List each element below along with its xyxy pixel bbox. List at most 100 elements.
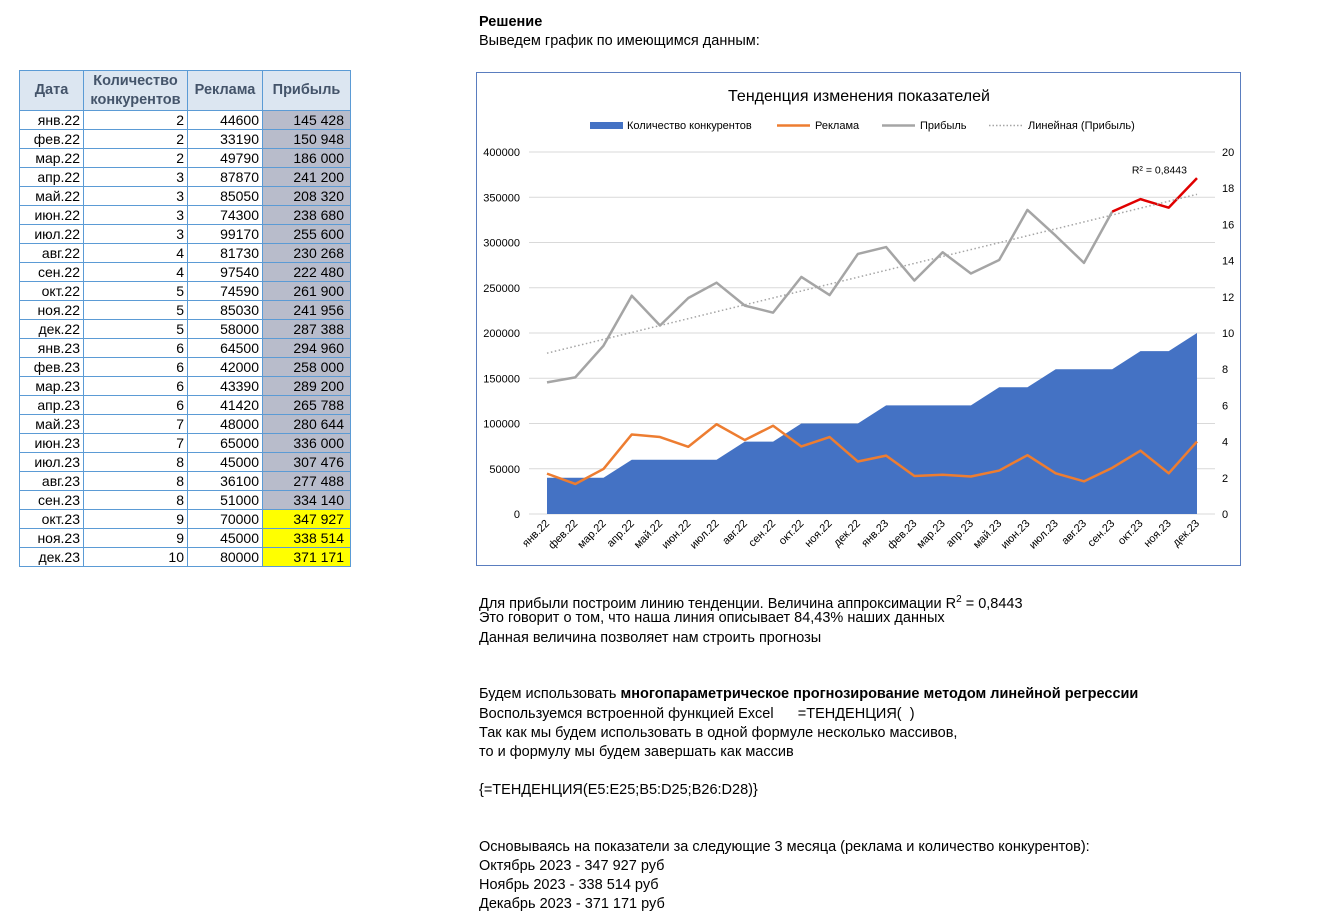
- row-competitors: 6: [83, 338, 188, 358]
- table-row: июл.23 8 45000 307 476: [19, 452, 351, 472]
- row-date: июл.23: [19, 452, 84, 472]
- data-table: Дата Количество конкурентов Реклама Приб…: [19, 70, 351, 567]
- y-right-tick: 8: [1222, 364, 1228, 376]
- row-date: июн.23: [19, 433, 84, 453]
- table-row: авг.22 4 81730 230 268: [19, 243, 351, 263]
- row-advertising: 97540: [187, 262, 263, 282]
- y-right-tick: 10: [1222, 328, 1234, 340]
- row-competitors: 4: [83, 243, 188, 263]
- row-competitors: 7: [83, 433, 188, 453]
- y-right-tick: 2: [1222, 473, 1228, 485]
- row-advertising: 74300: [187, 205, 263, 225]
- x-tick: апр.22: [605, 518, 637, 550]
- analysis-line-1-text: Для прибыли построим линию тенденции. Ве…: [479, 595, 957, 612]
- row-date: авг.22: [19, 243, 84, 263]
- y-right-tick: 16: [1222, 219, 1234, 231]
- x-tick: сен.22: [746, 518, 778, 550]
- x-tick: фев.22: [546, 518, 580, 552]
- row-profit: 222 480: [262, 262, 351, 282]
- legend-label-trend: Линейная (Прибыль): [1028, 120, 1135, 132]
- table-header-row: Дата Количество конкурентов Реклама Приб…: [19, 70, 351, 111]
- header-date: Дата: [19, 70, 84, 111]
- row-profit: 336 000: [262, 433, 351, 453]
- analysis-line-5: Воспользуемся встроенной функцией Excel …: [479, 706, 915, 722]
- legend-label-profit: Прибыль: [920, 120, 967, 132]
- table-row: апр.23 6 41420 265 788: [19, 395, 351, 415]
- row-profit: 186 000: [262, 148, 351, 168]
- y-left-tick: 300000: [483, 238, 520, 250]
- row-advertising: 85030: [187, 300, 263, 320]
- x-tick: июн.23: [999, 518, 1033, 552]
- table-row: ноя.22 5 85030 241 956: [19, 300, 351, 320]
- row-competitors: 8: [83, 490, 188, 510]
- row-advertising: 70000: [187, 509, 263, 529]
- row-date: июн.22: [19, 205, 84, 225]
- legend-label-competitors: Количество конкурентов: [627, 120, 752, 132]
- table-row: окт.22 5 74590 261 900: [19, 281, 351, 301]
- table-row: ноя.23 9 45000 338 514: [19, 528, 351, 548]
- row-competitors: 6: [83, 357, 188, 377]
- row-competitors: 3: [83, 186, 188, 206]
- row-advertising: 33190: [187, 129, 263, 149]
- row-competitors: 2: [83, 110, 188, 130]
- table-row: май.23 7 48000 280 644: [19, 414, 351, 434]
- row-profit: 287 388: [262, 319, 351, 339]
- x-tick: авг.23: [1059, 518, 1089, 548]
- table-row: июн.23 7 65000 336 000: [19, 433, 351, 453]
- table-row: янв.22 2 44600 145 428: [19, 110, 351, 130]
- row-profit: 241 200: [262, 167, 351, 187]
- y-left-tick: 400000: [483, 147, 520, 159]
- y-right-tick: 6: [1222, 400, 1228, 412]
- row-date: ноя.23: [19, 528, 84, 548]
- row-competitors: 2: [83, 129, 188, 149]
- row-profit: 280 644: [262, 414, 351, 434]
- y-left-tick: 100000: [483, 419, 520, 431]
- analysis-line-1: Для прибыли построим линию тенденции. Ве…: [479, 590, 1023, 614]
- row-profit: 230 268: [262, 243, 351, 263]
- table-row: фев.23 6 42000 258 000: [19, 357, 351, 377]
- row-profit: 238 680: [262, 205, 351, 225]
- x-tick: ноя.23: [1142, 518, 1174, 550]
- row-date: ноя.22: [19, 300, 84, 320]
- row-competitors: 5: [83, 300, 188, 320]
- row-advertising: 51000: [187, 490, 263, 510]
- row-date: окт.22: [19, 281, 84, 301]
- table-row: май.22 3 85050 208 320: [19, 186, 351, 206]
- legend-label-advertising: Реклама: [815, 120, 860, 132]
- row-date: май.23: [19, 414, 84, 434]
- row-profit: 261 900: [262, 281, 351, 301]
- analysis-line-1-value: = 0,8443: [961, 595, 1023, 612]
- row-date: авг.23: [19, 471, 84, 491]
- r2-annotation: R² = 0,8443: [1132, 164, 1187, 176]
- method-name: многопараметрическое прогнозирование мет…: [620, 686, 1139, 702]
- row-profit: 371 171: [262, 547, 351, 567]
- x-tick: май.22: [632, 518, 665, 551]
- row-profit: 334 140: [262, 490, 351, 510]
- x-tick: апр.23: [944, 518, 976, 550]
- table-body: янв.22 2 44600 145 428 фев.22 2 33190 150 948 ма…: [19, 110, 351, 567]
- row-date: сен.22: [19, 262, 84, 282]
- table-row: июн.22 3 74300 238 680: [19, 205, 351, 225]
- solution-intro: Выведем график по имеющимся данным:: [479, 33, 760, 49]
- x-tick: мар.23: [914, 518, 947, 551]
- table-row: фев.22 2 33190 150 948: [19, 129, 351, 149]
- trend-chart: Тенденция изменения показателей Количеств…: [483, 88, 1234, 552]
- row-competitors: 6: [83, 376, 188, 396]
- row-profit: 294 960: [262, 338, 351, 358]
- row-competitors: 3: [83, 167, 188, 187]
- row-date: дек.23: [19, 547, 84, 567]
- advertising-line: [546, 423, 1198, 486]
- row-profit: 241 956: [262, 300, 351, 320]
- x-tick: авг.22: [720, 518, 750, 548]
- table-row: сен.22 4 97540 222 480: [19, 262, 351, 282]
- analysis-line-6: Так как мы будем использовать в одной фо…: [479, 725, 958, 741]
- table-row: окт.23 9 70000 347 927: [19, 509, 351, 529]
- row-profit: 307 476: [262, 452, 351, 472]
- x-tick: май.23: [971, 518, 1004, 551]
- analysis-line-2: Это говорит о том, что наша линия описыв…: [479, 610, 945, 626]
- row-date: апр.23: [19, 395, 84, 415]
- row-competitors: 4: [83, 262, 188, 282]
- row-competitors: 9: [83, 528, 188, 548]
- table-row: мар.22 2 49790 186 000: [19, 148, 351, 168]
- row-advertising: 87870: [187, 167, 263, 187]
